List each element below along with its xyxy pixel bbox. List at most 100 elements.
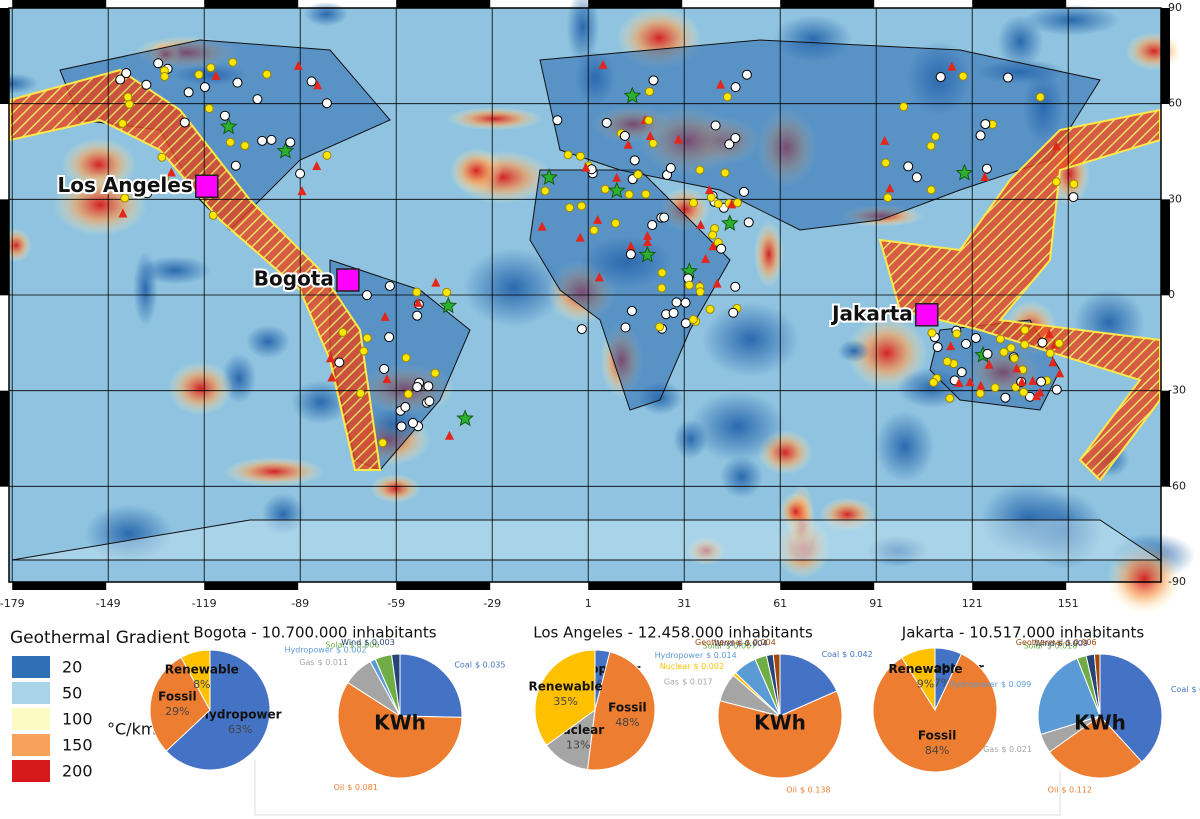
volcano-marker: [1048, 357, 1058, 367]
plant-marker: [655, 322, 665, 332]
well-marker: [321, 98, 332, 109]
plant-marker: [442, 287, 452, 297]
well-marker: [970, 332, 981, 343]
slice-category: Renewable: [529, 680, 603, 694]
slice-label: Nuclear $ 0.002: [660, 661, 724, 670]
eurasia: [539, 39, 1101, 231]
pie-slice: [586, 651, 656, 771]
slice-value-label: $ 0.112: [1061, 785, 1092, 794]
cold-spot: [702, 302, 800, 377]
slice-label: Wind $ 0.004: [714, 639, 768, 648]
volcano-marker: [704, 185, 714, 195]
plant-marker: [657, 283, 667, 293]
well-marker: [625, 249, 636, 260]
geothermal-site-marker: [456, 409, 474, 427]
well-marker: [396, 421, 407, 432]
well-marker: [647, 220, 658, 231]
volcano-marker: [716, 79, 726, 89]
geothermal-site-marker: [540, 168, 558, 186]
well-marker: [738, 186, 749, 197]
y-tick-label: -90: [1168, 575, 1186, 588]
legend-swatch: [12, 760, 50, 782]
plant-marker: [952, 329, 962, 339]
slice-category: Hydropower: [949, 680, 998, 689]
map: Los Angeles Bogota Jakarta: [0, 0, 1196, 615]
x-tick-label: -179: [0, 597, 25, 610]
plant-marker: [240, 141, 250, 151]
volcano-marker: [431, 277, 441, 287]
well-marker: [199, 82, 210, 93]
slice-category: Wind: [341, 638, 361, 647]
slice-label: Gas $ 0.011: [299, 657, 348, 666]
slice-category: Solar: [702, 641, 723, 650]
plant-marker: [575, 151, 585, 161]
well-marker: [232, 77, 243, 88]
volcano-marker: [1051, 141, 1061, 151]
well-marker: [412, 310, 423, 321]
y-tick-label: -30: [1168, 384, 1186, 397]
slice-value-label: $ 0.004: [737, 639, 768, 648]
plant-marker: [688, 315, 698, 325]
slice-label: Coal $ 0.042: [822, 650, 873, 659]
volcano-marker: [984, 359, 994, 369]
frame-segment: [396, 582, 491, 590]
slice-label: Wind $ 0.003: [341, 638, 395, 647]
plant-marker: [540, 186, 550, 196]
slice-category: Coal: [822, 650, 840, 659]
frame-segment: [1161, 8, 1170, 104]
well-marker: [552, 115, 563, 126]
map-points: [115, 57, 1079, 448]
volcano-marker: [380, 311, 390, 321]
slice-label: Geothermal $ 0.006: [1016, 638, 1097, 647]
geothermal-site-marker: [720, 214, 739, 231]
legend-value: 200: [62, 762, 93, 781]
plant-marker: [926, 141, 936, 151]
cold-spot: [304, 1, 349, 27]
hot-spot: [370, 473, 421, 504]
pie-center-label: KWh: [374, 711, 426, 735]
well-marker: [1000, 392, 1011, 403]
plant-marker: [695, 165, 705, 175]
plant-marker: [1045, 348, 1055, 358]
well-marker: [412, 381, 423, 392]
volcano-marker: [313, 80, 323, 90]
slice-category: Renewable: [888, 662, 962, 676]
volcano-marker: [1028, 375, 1038, 385]
city-label: Los Angeles: [57, 173, 192, 197]
x-tick-label: 31: [677, 597, 691, 610]
plant-marker: [160, 174, 170, 184]
slice-label: Coal$ 0.159: [1171, 685, 1200, 694]
antarctica: [11, 519, 1162, 561]
legend-swatch: [12, 708, 50, 730]
hot-spot: [1125, 31, 1183, 71]
well-marker: [384, 280, 395, 291]
well-marker: [115, 74, 126, 85]
volcano-marker: [708, 241, 718, 251]
well-marker: [1036, 376, 1047, 387]
cold-spot: [690, 391, 786, 462]
x-tick-label: 61: [773, 597, 787, 610]
volcano-marker: [598, 59, 608, 69]
volcano-marker: [612, 172, 622, 182]
pie-slice: [149, 656, 211, 752]
volcano-marker: [537, 221, 547, 231]
plant-marker: [1054, 338, 1064, 348]
slice-label: Hydropower $ 0.002: [284, 645, 366, 654]
slice-value-label: $ 0.017: [682, 677, 713, 686]
slice-value-label: $ 0.010: [1047, 641, 1078, 650]
well-marker: [665, 163, 676, 174]
city-label: Jakarta: [830, 301, 913, 325]
plant-marker: [206, 63, 216, 73]
slice-label: Solar $ 0.010: [1023, 641, 1077, 650]
well-marker: [121, 68, 132, 79]
plant-marker: [1018, 365, 1028, 375]
connector: [254, 760, 1061, 816]
cold-spot: [673, 419, 708, 460]
well-marker: [716, 243, 727, 254]
volcano-marker: [645, 130, 655, 140]
plant-marker: [430, 368, 440, 378]
geothermal-site-marker: [955, 163, 974, 181]
slice-value-label: 48%: [615, 716, 639, 729]
x-tick-label: 121: [962, 597, 983, 610]
